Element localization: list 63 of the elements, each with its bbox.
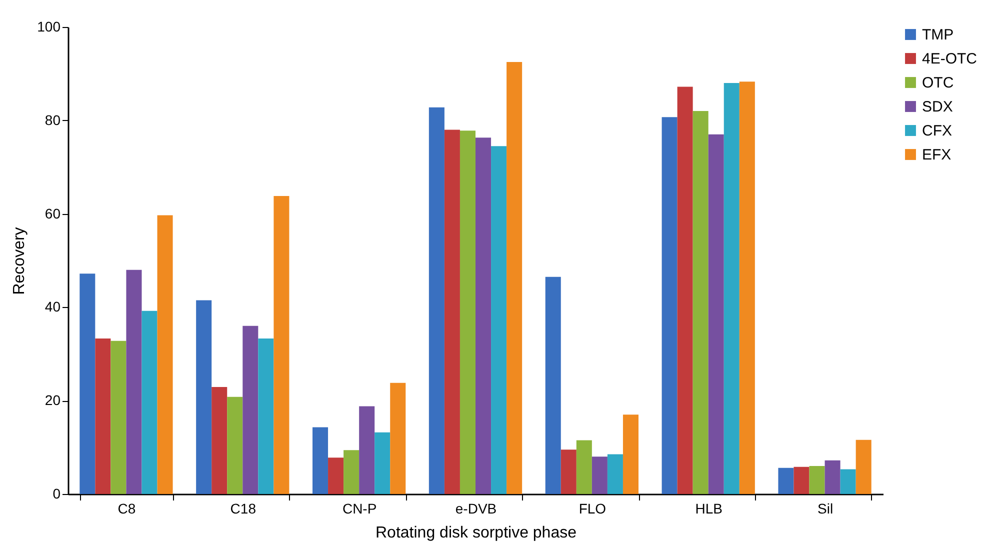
- bar: [545, 276, 561, 494]
- x-axis-title: Rotating disk sorptive phase: [376, 524, 577, 542]
- bar: [110, 340, 126, 494]
- bar: [95, 338, 111, 494]
- legend-label: 4E-OTC: [922, 50, 978, 68]
- bar: [506, 62, 522, 494]
- bar: [312, 427, 328, 494]
- bar: [242, 326, 258, 494]
- legend-label: CFX: [922, 122, 952, 140]
- bar: [328, 458, 344, 494]
- x-tick-label: FLO: [578, 500, 606, 516]
- bar: [157, 215, 173, 494]
- bar: [778, 468, 794, 494]
- bar: [227, 396, 243, 494]
- bar: [622, 414, 638, 494]
- bar: [607, 454, 623, 494]
- bar: [476, 138, 492, 494]
- y-tick-label: 60: [44, 205, 61, 222]
- bar: [142, 310, 158, 494]
- bar: [677, 86, 693, 494]
- legend-label: TMP: [922, 26, 954, 44]
- bar: [374, 432, 390, 494]
- bar: [592, 456, 608, 494]
- bar: [80, 274, 96, 494]
- bar: [794, 466, 810, 494]
- bar: [840, 469, 856, 494]
- bar: [196, 300, 212, 494]
- bar: [724, 83, 740, 494]
- legend-label: OTC: [922, 74, 954, 92]
- bar: [824, 460, 840, 494]
- bar: [428, 107, 444, 494]
- bar: [576, 440, 592, 494]
- bar: [359, 406, 375, 494]
- bar: [258, 338, 274, 494]
- y-tick-label: 0: [52, 486, 61, 502]
- bar: [444, 130, 460, 494]
- y-tick-label: 40: [44, 298, 61, 315]
- y-tick-label: 100: [37, 18, 61, 34]
- bar: [491, 146, 507, 494]
- y-axis-title: Recovery: [11, 227, 28, 295]
- y-tick-label: 20: [44, 392, 61, 408]
- legend-label: EFX: [922, 146, 952, 164]
- bar: [274, 196, 290, 494]
- bar: [809, 466, 825, 494]
- bar: [739, 82, 755, 494]
- bar: [692, 111, 708, 494]
- x-tick-label: C8: [118, 500, 136, 516]
- y-tick-label: 80: [44, 112, 61, 128]
- legend-label: SDX: [922, 98, 953, 116]
- x-tick-label: HLB: [695, 500, 722, 516]
- x-tick-label: CN-P: [342, 500, 377, 516]
- bar: [344, 450, 360, 494]
- bar: [708, 134, 724, 494]
- bar: [856, 440, 872, 494]
- bar: [212, 387, 228, 494]
- bar: [126, 270, 142, 494]
- bar: [460, 130, 476, 494]
- x-tick-label: Sil: [818, 500, 834, 516]
- x-tick-label: e-DVB: [455, 500, 497, 516]
- bar: [560, 450, 576, 494]
- bar: [662, 117, 678, 494]
- bar: [390, 382, 406, 494]
- x-tick-label: C18: [230, 500, 256, 516]
